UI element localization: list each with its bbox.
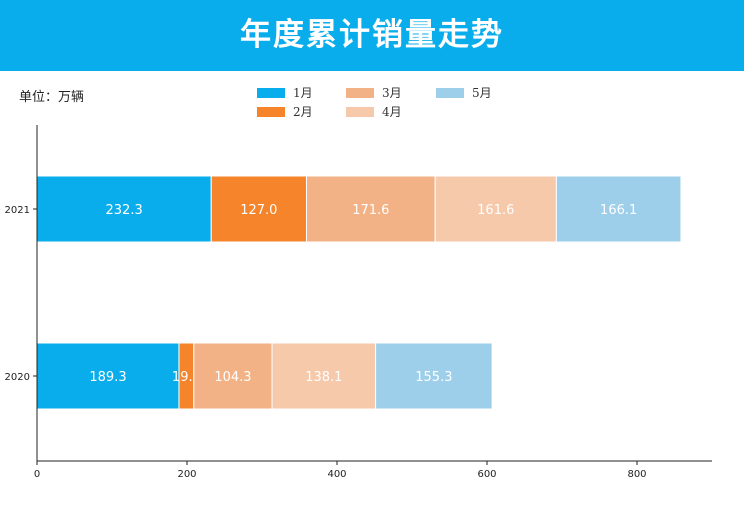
legend-swatch-1 [257,88,285,98]
bar-2021-3 [305,175,436,243]
unit-label: 单位：万辆 [19,90,85,105]
value-label-2021-3: 171.6 [352,203,389,218]
value-label-2021-5: 166.1 [600,203,637,218]
legend-swatch-2 [257,107,285,117]
x-tick-label-0: 0 [34,469,40,480]
value-label-2021-2: 127.0 [240,203,277,218]
bar-2020-5 [375,342,493,410]
legend-swatch-3 [346,88,374,98]
value-label-2020-3: 104.3 [214,370,251,385]
legend-label-3: 3月 [382,86,402,100]
bar-2020-4 [271,342,377,410]
axes: 0 200 400 600 800 2021 2020 [5,125,712,480]
x-tick-label-1: 200 [177,469,196,480]
value-label-2020-4: 138.1 [305,370,342,385]
legend-label-2: 2月 [293,105,313,119]
legend-label-1: 1月 [293,86,313,100]
bar-2020-3 [193,342,273,410]
chart-legend: 1月 2月 3月 4月 5月 [257,86,492,119]
y-tick-label-2020: 2020 [5,372,30,383]
value-label-2021-4: 161.6 [477,203,514,218]
bar-2021-2 [210,175,307,243]
x-tick-label-4: 800 [627,469,646,480]
value-label-2021-1: 232.3 [106,203,143,218]
value-label-2020-1: 189.3 [89,370,126,385]
legend-label-5: 5月 [472,86,492,100]
bar-2020-1 [36,342,180,410]
legend-label-4: 4月 [382,105,402,119]
title-bar: 年度累计销量走势 [0,0,744,71]
x-tick-label-3: 600 [477,469,496,480]
x-tick-label-2: 400 [327,469,346,480]
bar-2021-5 [555,175,682,243]
page-title: 年度累计销量走势 [240,17,504,53]
legend-swatch-4 [346,107,374,117]
value-label-2020-5: 155.3 [415,370,452,385]
bar-2021-4 [434,175,557,243]
y-tick-label-2021: 2021 [5,205,30,216]
legend-swatch-5 [436,88,464,98]
